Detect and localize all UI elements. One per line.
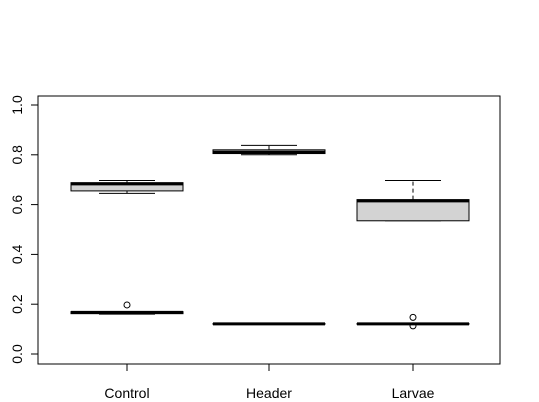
y-tick-label: 0.0: [9, 344, 25, 364]
boxes: [70, 144, 470, 330]
x-tick-label: Header: [246, 385, 292, 401]
outlier-point: [409, 322, 417, 330]
y-tick-label: 0.4: [9, 244, 25, 264]
x-tick-label: Control: [104, 385, 149, 401]
x-axis: Control Header Larvae: [104, 364, 435, 401]
box: [356, 199, 470, 222]
x-tick-label: Larvae: [392, 385, 435, 401]
y-tick-label: 0.6: [9, 195, 25, 215]
y-axis: 0.0 0.2 0.4 0.6 0.8 1.0: [9, 95, 39, 364]
y-tick-label: 0.8: [9, 145, 25, 165]
outlier-point: [409, 313, 417, 321]
outlier-point: [123, 301, 131, 309]
y-tick-label: 0.2: [9, 294, 25, 314]
y-tick-label: 1.0: [9, 95, 25, 115]
